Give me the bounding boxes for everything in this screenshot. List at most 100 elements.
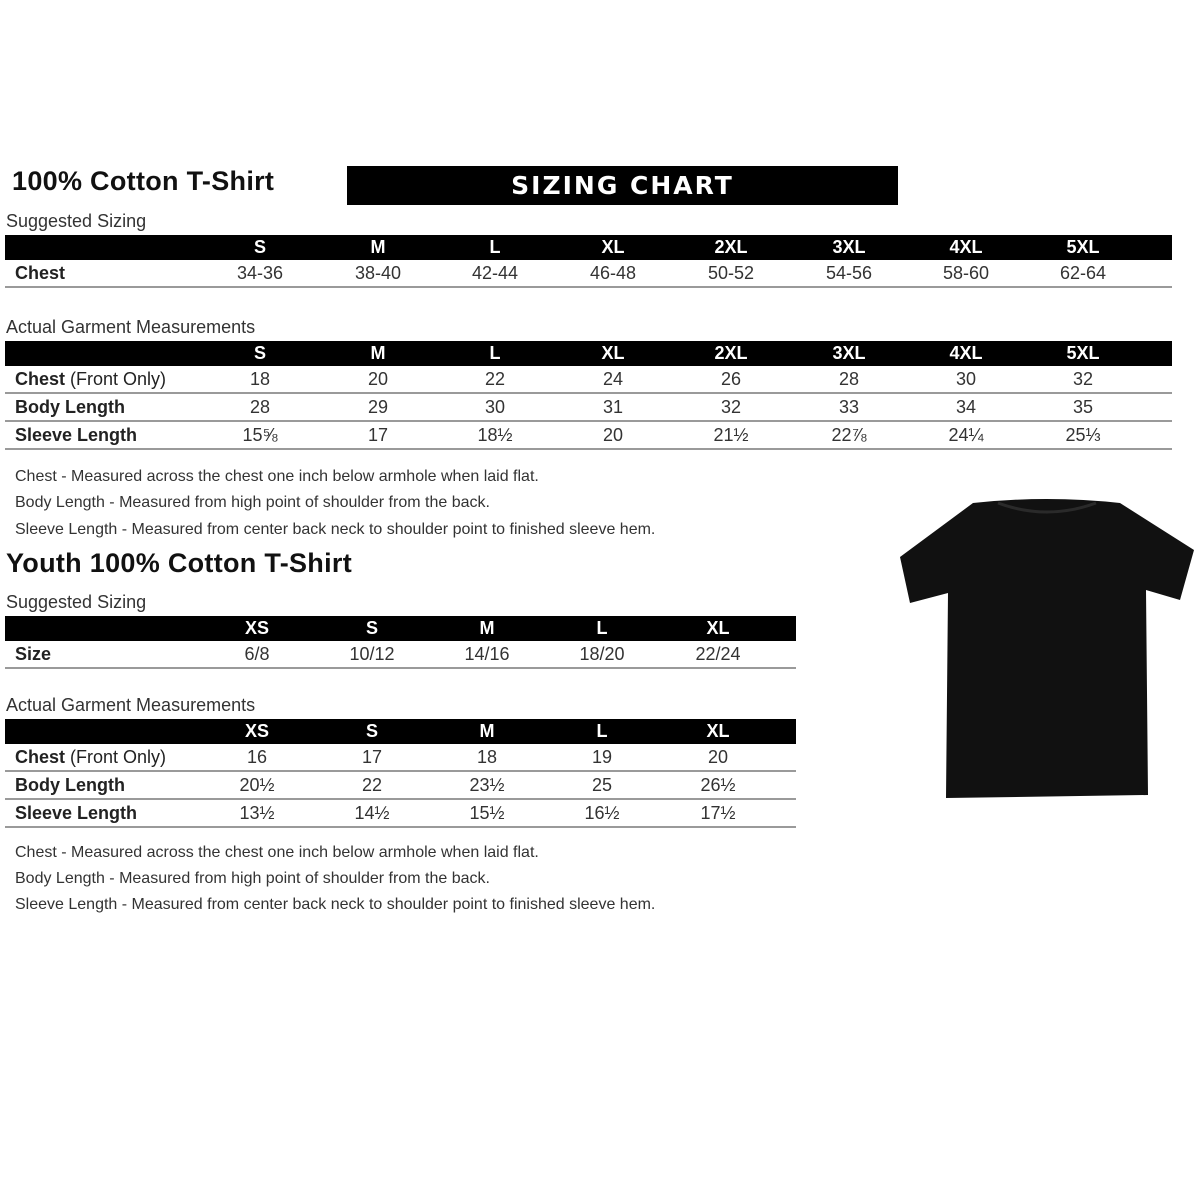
table-cell: 29 [367,397,389,417]
row-label-text: Sleeve Length [15,803,138,823]
table-cell: 62-64 [1059,263,1107,283]
table-cell: 42-44 [471,263,519,283]
table-cell: 35 [1072,397,1094,417]
youth-actual-table: XS S M L XL Chest (Front Only) 16 17 18 19 20 Body … [5,719,796,828]
row-label-extra: (Front Only) [65,747,167,767]
table-cell: 24 [602,369,624,389]
row-label: Body Length [15,394,125,420]
adult-suggested-label: Suggested Sizing [6,211,147,231]
size-header-s: S [253,237,266,257]
table-row: Size 6/8 10/12 14/16 18/20 22/24 [5,641,796,669]
size-header-m: M [370,343,386,363]
size-header-2xl: 2XL [714,237,748,257]
table-cell: 30 [484,397,506,417]
table-cell: 26 [720,369,742,389]
table-row: Chest (Front Only) 16 17 18 19 20 [5,744,796,772]
size-header-4xl: 4XL [949,237,983,257]
youth-suggested-label: Suggested Sizing [6,592,147,612]
table-cell: 50-52 [707,263,755,283]
table-cell: 16 [246,747,268,767]
table-cell: 18/20 [579,644,625,664]
youth-title: Youth 100% Cotton T-Shirt [6,548,352,578]
size-header-3xl: 3XL [832,237,866,257]
youth-suggested-table: XS S M L XL Size 6/8 10/12 14/16 18/20 22/24 [5,616,796,669]
table-cell: 33 [838,397,860,417]
size-header-bar: XS S M L XL [5,719,796,744]
size-header-s: S [253,343,266,363]
table-cell: 23½ [469,775,505,795]
table-cell: 13½ [239,803,275,823]
table-cell: 14/16 [464,644,510,664]
table-row: Chest (Front Only) 18 20 22 24 26 28 30 32 [5,366,1172,394]
adult-actual-label: Actual Garment Measurements [6,317,256,337]
table-row: Sleeve Length 15⅝ 17 18½ 20 21½ 22⅞ 24¼ 25⅓ [5,422,1172,450]
table-cell: 58-60 [942,263,990,283]
row-label: Chest (Front Only) [15,366,166,392]
tshirt-image [900,499,1194,798]
adult-note-chest: Chest - Measured across the chest one in… [15,468,539,485]
table-cell: 17½ [700,803,736,823]
row-label-text: Sleeve Length [15,425,138,445]
size-header-2xl: 2XL [714,343,748,363]
table-cell: 18½ [477,425,513,445]
youth-note-body: Body Length - Measured from high point o… [15,870,490,887]
size-header-xl: XL [706,618,730,638]
table-cell: 17 [361,747,383,767]
size-header-m: M [479,618,495,638]
table-cell: 19 [591,747,613,767]
row-label-text: Chest [15,369,66,389]
size-header-m: M [370,237,386,257]
table-cell: 30 [955,369,977,389]
table-cell: 22 [361,775,383,795]
adult-note-sleeve: Sleeve Length - Measured from center bac… [15,521,656,538]
size-header-s: S [365,721,378,741]
youth-note-sleeve: Sleeve Length - Measured from center bac… [15,896,656,913]
adult-title: 100% Cotton T-Shirt [12,166,275,196]
size-header-5xl: 5XL [1066,237,1100,257]
sizing-chart-banner: SIZING CHART [347,166,898,205]
size-header-l: L [596,618,608,638]
row-label: Sleeve Length [15,422,137,448]
row-label-text: Chest [15,263,66,283]
table-cell: 20 [707,747,729,767]
row-label-text: Body Length [15,775,125,795]
table-cell: 54-56 [825,263,873,283]
table-row: Sleeve Length 13½ 14½ 15½ 16½ 17½ [5,800,796,828]
adult-suggested-table: S M L XL 2XL 3XL 4XL 5XL Chest 34-36 38-40 42-44 46-… [5,235,1172,288]
table-cell: 18 [249,369,271,389]
row-label: Chest (Front Only) [15,744,166,770]
table-cell: 32 [720,397,742,417]
row-label: Body Length [15,772,125,798]
table-cell: 6/8 [244,644,270,664]
adult-actual-table: S M L XL 2XL 3XL 4XL 5XL Chest (Front Only) 18 20 2… [5,341,1172,450]
size-header-bar: S M L XL 2XL 3XL 4XL 5XL [5,235,1172,260]
table-cell: 46-48 [589,263,637,283]
row-label-text: Size [15,644,52,664]
tshirt-collar [997,501,1097,514]
row-label: Chest [15,260,65,286]
table-cell: 17 [367,425,389,445]
row-label-extra: (Front Only) [65,369,167,389]
table-cell: 34 [955,397,977,417]
size-header-m: M [479,721,495,741]
size-header-bar: S M L XL 2XL 3XL 4XL 5XL [5,341,1172,366]
table-cell: 28 [838,369,860,389]
table-cell: 18 [476,747,498,767]
table-cell: 20½ [239,775,275,795]
table-cell: 28 [249,397,271,417]
size-header-xl: XL [601,343,625,363]
row-label: Size [15,641,51,667]
table-cell: 22/24 [695,644,741,664]
table-cell: 16½ [584,803,620,823]
youth-actual-label: Actual Garment Measurements [6,695,256,715]
table-row: Chest 34-36 38-40 42-44 46-48 50-52 54-56 58-60… [5,260,1172,288]
table-cell: 15⅝ [242,425,278,445]
table-cell: 10/12 [349,644,395,664]
table-cell: 15½ [469,803,505,823]
size-header-xs: XS [244,721,269,741]
row-label-text: Body Length [15,397,125,417]
size-header-l: L [489,237,501,257]
table-cell: 31 [602,397,624,417]
table-cell: 14½ [354,803,390,823]
table-cell: 20 [602,425,624,445]
